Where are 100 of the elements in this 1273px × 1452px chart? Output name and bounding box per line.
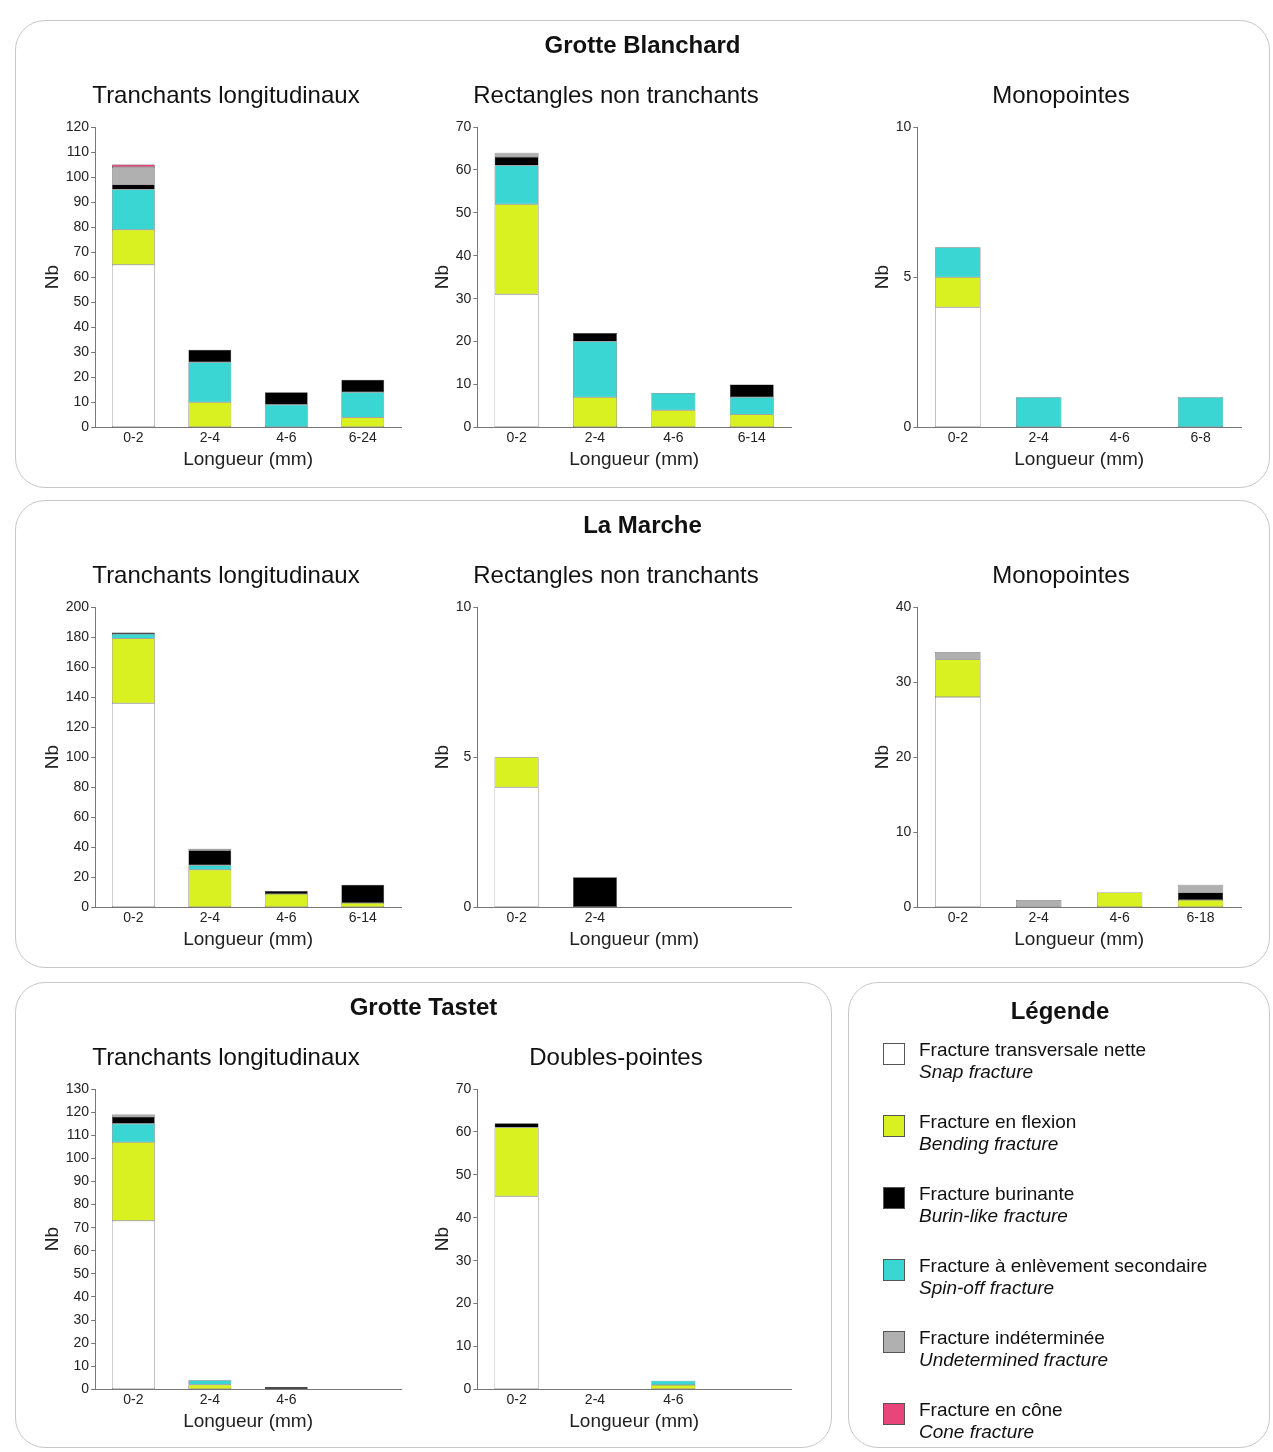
y-tick-label: 60 — [73, 808, 90, 825]
y-tick-label: 20 — [73, 868, 90, 885]
y-tick-label: 40 — [73, 318, 90, 335]
y-tick-label: 30 — [73, 1310, 90, 1327]
y-axis-title: Nb — [870, 265, 892, 290]
x-tick-label: 6-14 — [737, 428, 767, 445]
y-axis-title: Nb — [40, 265, 62, 290]
legend-label: Fracture en flexion Bending fracture — [919, 1111, 1077, 1155]
x-tick-label: 4-6 — [276, 428, 297, 445]
y-tick-label: 30 — [895, 672, 912, 689]
y-tick-label: 40 — [895, 597, 912, 614]
y-tick-label: 0 — [903, 898, 912, 915]
x-tick-label: 2-4 — [199, 908, 221, 925]
y-tick-label: 0 — [463, 898, 472, 915]
y-tick-label: 60 — [455, 160, 472, 177]
chart-title: Monopointes — [991, 561, 1131, 590]
y-tick-label: 0 — [81, 1380, 90, 1397]
y-tick-label: 110 — [66, 1126, 90, 1143]
y-axis-title: Nb — [430, 1227, 452, 1252]
y-tick-label: 60 — [73, 268, 90, 285]
y-tick-label: 80 — [73, 1195, 90, 1212]
y-tick-label: 60 — [455, 1122, 472, 1139]
x-tick-label: 4-6 — [276, 1390, 297, 1407]
y-tick-label: 30 — [73, 343, 90, 360]
y-tick-label: 90 — [73, 1172, 90, 1189]
y-tick-label: 0 — [903, 418, 912, 435]
x-tick-label: 4-6 — [1109, 428, 1130, 445]
y-tick-label: 20 — [73, 1334, 90, 1351]
x-tick-label: 4-6 — [1109, 908, 1130, 925]
legend-label: Fracture burinante Burin-like fracture — [919, 1183, 1075, 1227]
x-tick-label: 6-24 — [348, 428, 377, 445]
x-tick-label: 0-2 — [506, 428, 527, 445]
y-tick-label: 10 — [895, 823, 912, 840]
y-tick-label: 140 — [65, 687, 90, 704]
y-axis-title: Nb — [430, 745, 452, 770]
chart-title: Tranchants longitudinaux — [91, 1043, 361, 1072]
y-tick-label: 20 — [73, 368, 90, 385]
legend-label: Fracture indéterminée Undetermined fracture — [919, 1327, 1109, 1371]
x-tick-label: 4-6 — [276, 908, 297, 925]
y-tick-label: 10 — [895, 117, 912, 134]
y-tick-label: 5 — [903, 268, 912, 285]
y-tick-label: 40 — [455, 1208, 472, 1225]
y-tick-label: 50 — [73, 1264, 90, 1281]
y-tick-label: 100 — [65, 748, 90, 765]
x-axis-title: Longueur (mm) — [183, 447, 314, 469]
x-tick-label: 6-14 — [348, 908, 377, 925]
legend-label: Fracture à enlèvement secondaire Spin-off fracture — [919, 1255, 1208, 1299]
y-tick-label: 5 — [463, 748, 472, 765]
y-tick-label: 100 — [65, 167, 90, 184]
y-axis-title: Nb — [40, 1227, 62, 1252]
legend-label: Fracture transversale nette Snap fracture — [919, 1039, 1147, 1083]
x-tick-label: 2-4 — [584, 428, 606, 445]
y-tick-label: 0 — [463, 1380, 472, 1397]
y-tick-label: 40 — [73, 1287, 90, 1304]
y-tick-label: 100 — [65, 1149, 90, 1166]
y-tick-label: 10 — [455, 375, 472, 392]
x-tick-label: 2-4 — [1028, 908, 1050, 925]
y-tick-label: 130 — [65, 1079, 90, 1096]
chart-title: Doubles-pointes — [528, 1043, 704, 1072]
y-tick-label: 0 — [81, 418, 90, 435]
y-tick-label: 40 — [73, 838, 90, 855]
y-tick-label: 60 — [73, 1241, 90, 1258]
x-axis-title: Longueur (mm) — [569, 927, 700, 949]
y-tick-label: 70 — [455, 1079, 472, 1096]
y-axis-title: Nb — [430, 265, 452, 290]
y-tick-label: 50 — [455, 203, 472, 220]
y-tick-label: 10 — [73, 393, 90, 410]
x-tick-label: 2-4 — [584, 1390, 606, 1407]
text: Grotte Blanchard — [543, 31, 742, 59]
x-axis-title: Longueur (mm) — [569, 1409, 700, 1431]
y-tick-label: 90 — [73, 192, 90, 209]
x-tick-label: 0-2 — [506, 1390, 527, 1407]
x-tick-label: 4-6 — [663, 428, 684, 445]
x-tick-label: 2-4 — [199, 428, 221, 445]
x-axis-title: Longueur (mm) — [183, 927, 314, 949]
x-tick-label: 0-2 — [506, 908, 527, 925]
y-tick-label: 120 — [65, 718, 90, 735]
x-tick-label: 0-2 — [947, 908, 969, 925]
x-tick-label: 2-4 — [199, 1390, 221, 1407]
y-tick-label: 10 — [455, 1337, 472, 1354]
y-tick-label: 120 — [65, 117, 90, 134]
x-tick-label: 0-2 — [947, 428, 969, 445]
y-tick-label: 10 — [73, 1357, 90, 1374]
x-tick-label: 4-6 — [663, 1390, 684, 1407]
y-tick-label: 110 — [66, 142, 90, 159]
chart-title: Rectangles non tranchants — [472, 81, 760, 110]
y-tick-label: 30 — [455, 289, 472, 306]
chart-title: Tranchants longitudinaux — [91, 81, 361, 110]
x-axis-title: Longueur (mm) — [1014, 447, 1145, 469]
y-tick-label: 20 — [455, 332, 472, 349]
text: Grotte Tastet — [348, 993, 499, 1021]
y-tick-label: 200 — [65, 597, 90, 614]
x-tick-label: 0-2 — [123, 428, 144, 445]
y-tick-label: 20 — [455, 1294, 472, 1311]
y-axis-title: Nb — [40, 745, 62, 770]
x-axis-title: Longueur (mm) — [183, 1409, 314, 1431]
x-tick-label: 6-18 — [1186, 908, 1215, 925]
y-tick-label: 70 — [73, 243, 90, 260]
x-axis-title: Longueur (mm) — [569, 447, 700, 469]
chart-title: Monopointes — [991, 81, 1131, 110]
